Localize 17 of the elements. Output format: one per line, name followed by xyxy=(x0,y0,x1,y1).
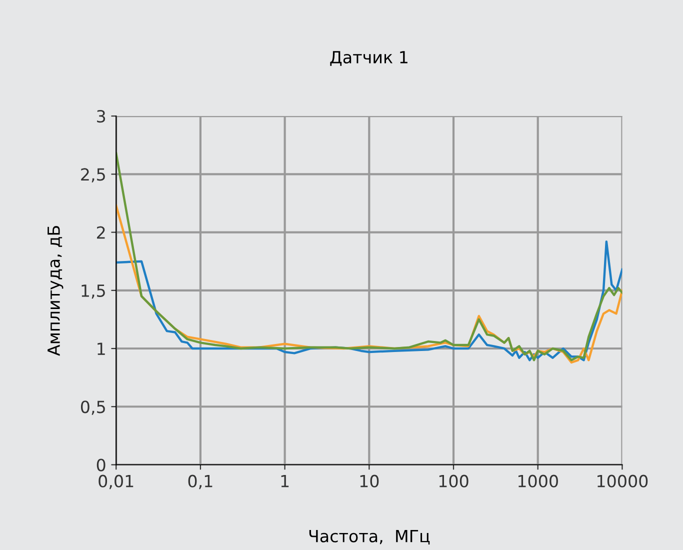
chart-title: Датчик 1 xyxy=(330,51,408,66)
x-axis-title: Частота, МГц xyxy=(309,530,430,544)
y-tick-label: 1,5 xyxy=(82,284,105,299)
x-tick-label: 0,1 xyxy=(188,474,212,490)
y-tick-label: 3 xyxy=(97,110,106,123)
y-axis-title: Амплитуда, дБ xyxy=(48,226,64,356)
x-tick-label: 1 xyxy=(281,474,289,488)
y-tick-label: 0 xyxy=(96,458,106,472)
y-tick-label: 2 xyxy=(97,226,105,239)
y-tick-label: 0,5 xyxy=(80,400,105,415)
x-tick-label: 0,01 xyxy=(98,474,134,490)
x-tick-label: 10000 xyxy=(598,474,648,488)
x-tick-label: 100 xyxy=(439,474,468,488)
y-tick-label: 2,5 xyxy=(81,168,105,182)
x-tick-label: 10 xyxy=(360,474,379,488)
x-tick-label: 1000 xyxy=(518,474,558,488)
y-tick-label: 1 xyxy=(98,342,105,355)
